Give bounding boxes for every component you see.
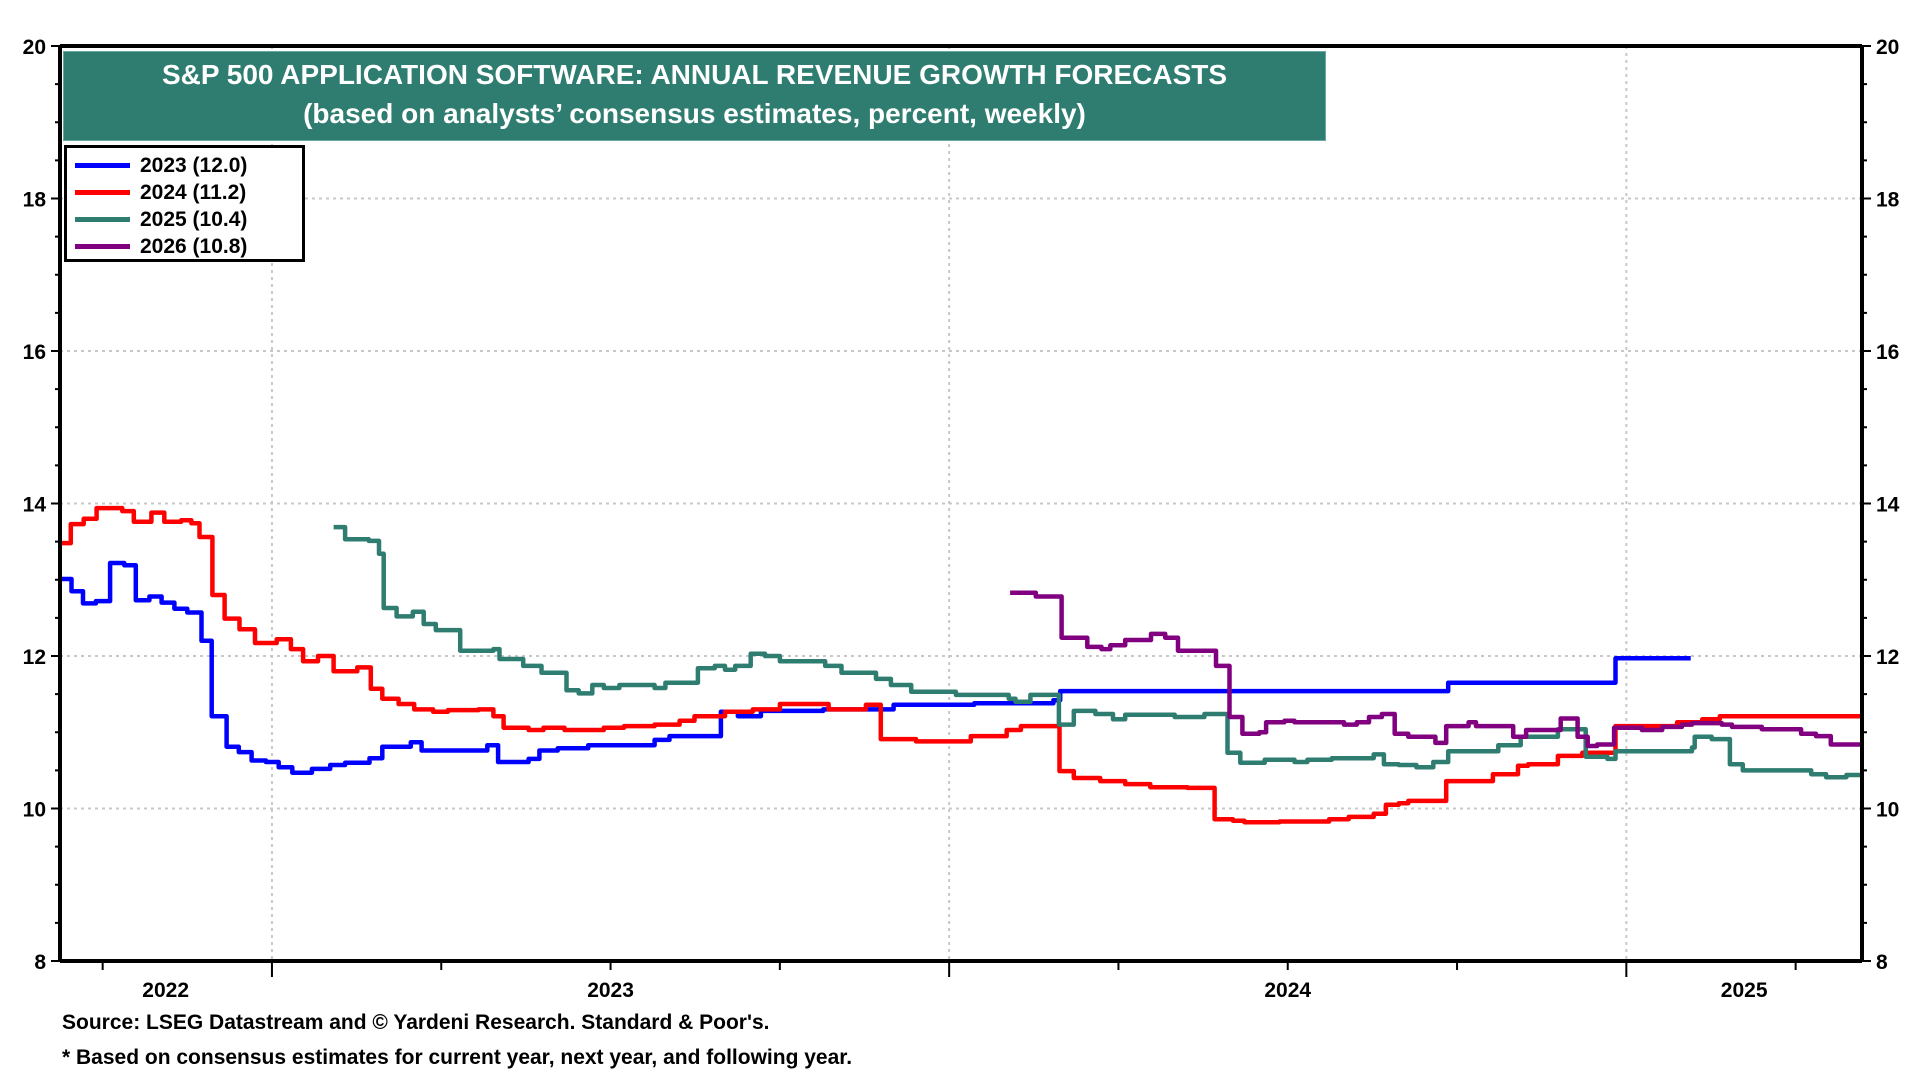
left-y-tick-label: 20 [23,36,46,59]
right-y-tick-label: 20 [1876,36,1899,59]
chart-title-banner: S&P 500 APPLICATION SOFTWARE: ANNUAL REV… [63,51,1326,141]
legend-swatch-2026 [75,244,130,249]
left-y-tick-label: 14 [23,494,47,517]
right-y-tick-label: 16 [1876,341,1899,364]
left-y-tick-label: 12 [23,646,46,669]
legend-swatch-2023 [75,163,130,168]
legend: 2023 (12.0) 2024 (11.2) 2025 (10.4) 2026… [64,145,305,262]
footnote: * Based on consensus estimates for curre… [62,1046,853,1069]
legend-item-2025: 2025 (10.4) [75,206,302,233]
left-y-tick-label: 18 [23,189,47,212]
series-line-2025 [333,524,1861,780]
legend-label: 2023 (12.0) [140,153,248,177]
series-line-2023 [60,560,1691,775]
x-ticks: 2022 2023 2024 2025 [101,961,1797,1002]
left-y-tick-label: 10 [23,799,46,822]
axes [58,44,1864,963]
legend-label: 2024 (11.2) [140,180,247,204]
chart-title: S&P 500 APPLICATION SOFTWARE: ANNUAL REV… [161,59,1228,90]
series-line-2026 [1010,590,1861,749]
right-y-tick-label: 12 [1876,646,1899,669]
right-y-tick-label: 14 [1876,494,1900,517]
legend-label: 2026 (10.8) [140,234,248,258]
x-tick-label: 2024 [1264,979,1311,1002]
x-tick-label: 2022 [142,979,189,1002]
legend-item-2026: 2026 (10.8) [75,233,302,260]
x-tick-label: 2025 [1721,979,1768,1002]
series-lines [60,505,1861,825]
y-ticks: 8 8 10 10 12 12 14 14 16 16 18 18 20 20 [23,36,1900,974]
source-note: Source: LSEG Datastream and © Yardeni Re… [62,1011,770,1034]
gridlines [60,46,1862,961]
right-y-tick-label: 8 [1876,951,1888,974]
x-tick-label: 2023 [587,979,634,1002]
legend-label: 2025 (10.4) [140,207,248,231]
right-y-tick-label: 18 [1876,189,1900,212]
legend-swatch-2025 [75,217,130,222]
legend-swatch-2024 [75,190,130,195]
legend-item-2024: 2024 (11.2) [75,179,302,206]
left-y-tick-label: 16 [23,341,46,364]
legend-item-2023: 2023 (12.0) [75,152,302,179]
right-y-tick-label: 10 [1876,799,1899,822]
left-y-tick-label: 8 [34,951,46,974]
chart-subtitle: (based on analysts’ consensus estimates,… [303,98,1086,129]
series-line-2024 [60,505,1861,825]
